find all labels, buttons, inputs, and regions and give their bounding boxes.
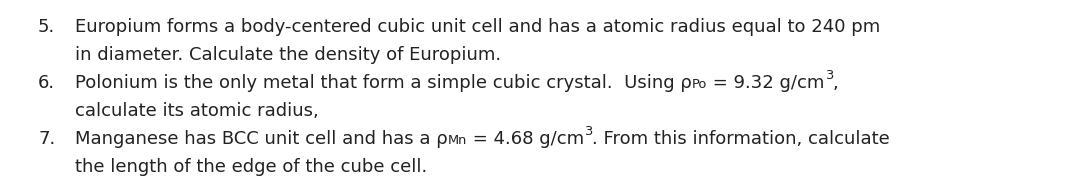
Text: 5.: 5.	[38, 18, 55, 36]
Text: = 9.32 g/cm: = 9.32 g/cm	[708, 74, 825, 92]
Text: ,: ,	[833, 74, 839, 92]
Text: 6.: 6.	[38, 74, 55, 92]
Text: Manganese has BCC unit cell and has a ρ: Manganese has BCC unit cell and has a ρ	[75, 130, 448, 148]
Text: Polonium is the only metal that form a simple cubic crystal.  Using ρ: Polonium is the only metal that form a s…	[75, 74, 691, 92]
Text: Europium forms a body-centered cubic unit cell and has a atomic radius equal to : Europium forms a body-centered cubic uni…	[75, 18, 880, 36]
Text: 3: 3	[584, 125, 592, 138]
Text: Po: Po	[691, 78, 708, 91]
Text: Mn: Mn	[448, 134, 467, 147]
Text: the length of the edge of the cube cell.: the length of the edge of the cube cell.	[75, 158, 428, 176]
Text: 7.: 7.	[38, 130, 55, 148]
Text: = 4.68 g/cm: = 4.68 g/cm	[467, 130, 584, 148]
Text: calculate its atomic radius,: calculate its atomic radius,	[75, 102, 319, 120]
Text: 3: 3	[825, 69, 833, 82]
Text: . From this information, calculate: . From this information, calculate	[592, 130, 891, 148]
Text: in diameter. Calculate the density of Europium.: in diameter. Calculate the density of Eu…	[75, 46, 501, 64]
